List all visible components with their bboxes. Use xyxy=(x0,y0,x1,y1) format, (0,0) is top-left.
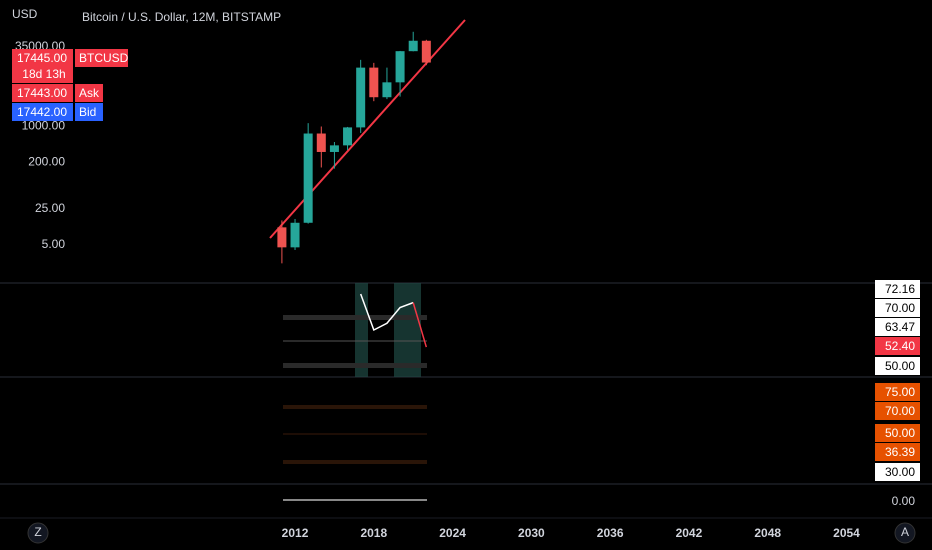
x-tick-label: 2012 xyxy=(282,526,309,540)
x-tick-label: 2042 xyxy=(676,526,703,540)
indicator-label-box xyxy=(875,402,920,420)
indicator-label-box xyxy=(875,318,920,336)
indicator-label-box xyxy=(875,424,920,442)
indicator-label: 50.00 xyxy=(885,426,915,440)
rsi-band xyxy=(283,363,427,368)
countdown: 18d 13h xyxy=(22,67,65,81)
price-tag-name-box xyxy=(75,49,128,67)
indicator-label: 52.40 xyxy=(885,339,915,353)
x-tick-label: 2036 xyxy=(597,526,624,540)
candle-body xyxy=(408,40,418,52)
x-tick-label: 2018 xyxy=(360,526,387,540)
indicator-label-box xyxy=(875,463,920,481)
zoom-button-label[interactable]: Z xyxy=(34,525,41,539)
indicator-label: 36.39 xyxy=(885,445,915,459)
indicator-label: 70.00 xyxy=(885,404,915,418)
auto-scale-button[interactable] xyxy=(894,522,916,544)
x-tick-label: 2024 xyxy=(439,526,466,540)
candle-body xyxy=(395,51,405,83)
price-tag-price: 17445.00 xyxy=(17,51,67,65)
price-tag-name-box xyxy=(75,103,103,121)
x-tick-label: 2048 xyxy=(754,526,781,540)
indicator-label: 75.00 xyxy=(885,385,915,399)
price-tag-name-box xyxy=(75,84,103,102)
indicator-label: 70.00 xyxy=(885,301,915,315)
y-tick-label: 200.00 xyxy=(28,155,65,169)
candle-body xyxy=(290,222,300,248)
trend-line xyxy=(269,19,466,239)
price-tag-price: 17442.00 xyxy=(17,105,67,119)
indicator-label: 30.00 xyxy=(885,465,915,479)
candle-body xyxy=(382,82,392,98)
indicator-label-box xyxy=(875,337,920,355)
price-tag-price: 17443.00 xyxy=(17,86,67,100)
zoom-button[interactable] xyxy=(27,522,49,544)
y-tick-label: 1000.00 xyxy=(22,119,66,133)
price-tag-name: BTCUSD xyxy=(79,51,129,65)
candle-body xyxy=(329,145,339,152)
x-tick-label: 2054 xyxy=(833,526,860,540)
price-tag-name: Bid xyxy=(79,105,96,119)
currency-label: USD xyxy=(12,7,38,21)
y-tick-label: 5.00 xyxy=(42,237,66,251)
indicator-label: 50.00 xyxy=(885,359,915,373)
price-tag-box xyxy=(12,84,73,102)
candle-body xyxy=(421,40,431,63)
price-tag-box xyxy=(12,49,73,67)
price-tag-name: Ask xyxy=(79,86,100,100)
indicator-label: 0.00 xyxy=(892,494,916,508)
candle-body xyxy=(316,133,326,152)
candle-body xyxy=(303,133,313,223)
rsi-line-last xyxy=(412,302,428,348)
candle-body xyxy=(356,67,366,128)
indicator-label: 63.47 xyxy=(885,320,915,334)
y-tick-label: 25.00 xyxy=(35,201,65,215)
indicator-label-box xyxy=(875,383,920,401)
countdown-box xyxy=(12,66,73,83)
indicator-label: 72.16 xyxy=(885,282,915,296)
candle-body xyxy=(343,127,353,146)
symbol-title: Bitcoin / U.S. Dollar, 12M, BITSTAMP xyxy=(82,10,281,24)
indicator-label-box xyxy=(875,357,920,375)
stoch-band xyxy=(283,405,427,409)
rsi-highlight xyxy=(394,283,421,377)
indicator-label-box xyxy=(875,443,920,461)
rsi-line xyxy=(359,293,414,332)
rsi-band xyxy=(283,315,427,320)
indicator-label-box xyxy=(875,280,920,298)
x-tick-label: 2030 xyxy=(518,526,545,540)
candle-body xyxy=(369,67,379,98)
auto-scale-button-label[interactable]: A xyxy=(901,525,909,539)
stoch-band xyxy=(283,460,427,464)
candle-body xyxy=(277,227,287,248)
indicator-label-box xyxy=(875,299,920,317)
price-tag-box xyxy=(12,103,73,121)
